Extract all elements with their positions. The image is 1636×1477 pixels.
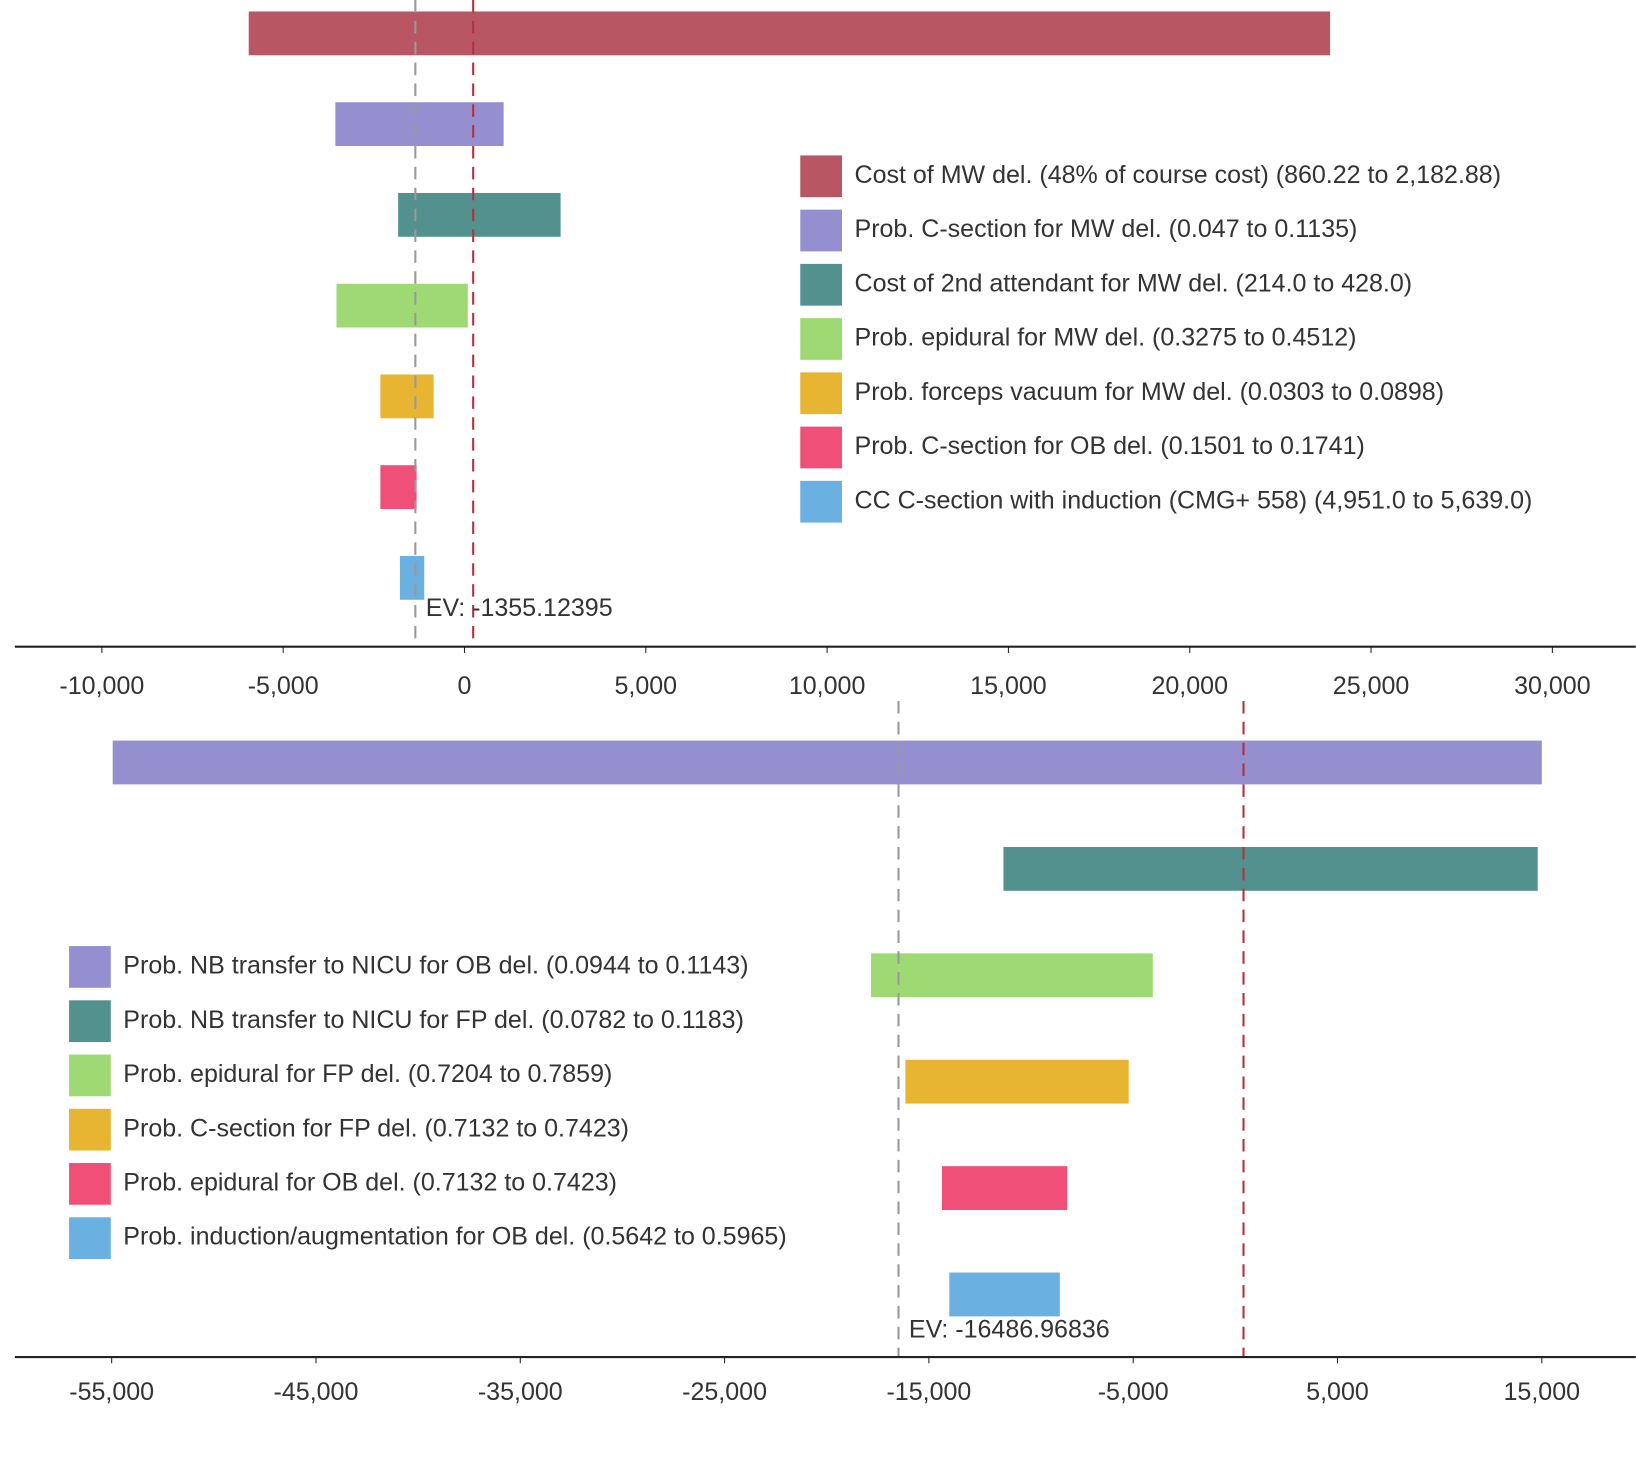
x-tick-label: 15,000 [970,672,1047,700]
bar [336,283,468,328]
bar [398,192,561,237]
legend-label: CC C-section with induction (CMG+ 558) (… [855,486,1533,514]
legend-label: Prob. forceps vacuum for MW del. (0.0303… [855,378,1445,406]
legend-swatch [800,263,842,306]
x-tick-label: 25,000 [1333,672,1410,700]
x-tick-label: -55,000 [69,1378,154,1406]
x-tick-label: 0 [458,672,472,700]
bar [380,374,434,419]
bar [112,740,1542,785]
legend-label: Prob. C-section for MW del. (0.047 to 0.… [855,215,1358,243]
legend-label: Prob. NB transfer to NICU for OB del. (0… [123,952,748,980]
legend-label: Prob. induction/augmentation for OB del.… [123,1223,786,1251]
legend-swatch [69,1054,111,1097]
legend-swatch [800,209,842,252]
x-tick-label: 15,000 [1504,1378,1581,1406]
legend-swatch [800,155,842,198]
legend-swatch [800,372,842,415]
x-tick-label: 5,000 [1306,1378,1369,1406]
legend-swatch [69,946,111,988]
bar [1003,846,1538,891]
x-tick-label: -15,000 [886,1378,971,1406]
legend-swatch [69,1108,111,1151]
bar [905,1059,1129,1104]
legend-label: Prob. epidural for FP del. (0.7204 to 0.… [123,1060,612,1088]
bar [380,465,417,510]
legend-swatch [800,426,842,469]
legend-swatch [69,1163,111,1205]
legend-label: Prob. C-section for FP del. (0.7132 to 0… [123,1114,629,1142]
legend-label: Prob. C-section for OB del. (0.1501 to 0… [855,432,1365,460]
legend-label: Prob. NB transfer to NICU for FP del. (0… [123,1006,744,1034]
bar [871,953,1153,998]
x-tick-label: -10,000 [59,672,144,700]
legend-label: Prob. epidural for OB del. (0.7132 to 0.… [123,1169,617,1197]
legend-label: Prob. epidural for MW del. (0.3275 to 0.… [855,324,1357,352]
x-tick-label: 30,000 [1514,672,1591,700]
x-tick-label: -5,000 [1098,1378,1169,1406]
ev-label: EV: -16486.96836 [909,1316,1110,1344]
x-tick-label: -35,000 [478,1378,563,1406]
x-tick-label: 5,000 [614,672,677,700]
x-tick-label: -45,000 [274,1378,359,1406]
x-tick-label: -25,000 [682,1378,767,1406]
legend-label: Cost of MW del. (48% of course cost) (86… [855,161,1502,189]
x-tick-label: 20,000 [1151,672,1228,700]
bar [941,1166,1068,1210]
bar [399,555,425,600]
legend-swatch [800,480,842,523]
bar [335,102,504,147]
legend-swatch [69,1217,111,1259]
bar [248,11,1331,56]
bar [949,1272,1060,1317]
legend-swatch [69,1000,111,1043]
legend-label: Cost of 2nd attendant for MW del. (214.0… [855,269,1413,297]
ev-label: EV: -1355.12395 [426,594,613,622]
legend-swatch [800,318,842,360]
x-tick-label: -5,000 [248,672,319,700]
x-tick-label: 10,000 [789,672,866,700]
